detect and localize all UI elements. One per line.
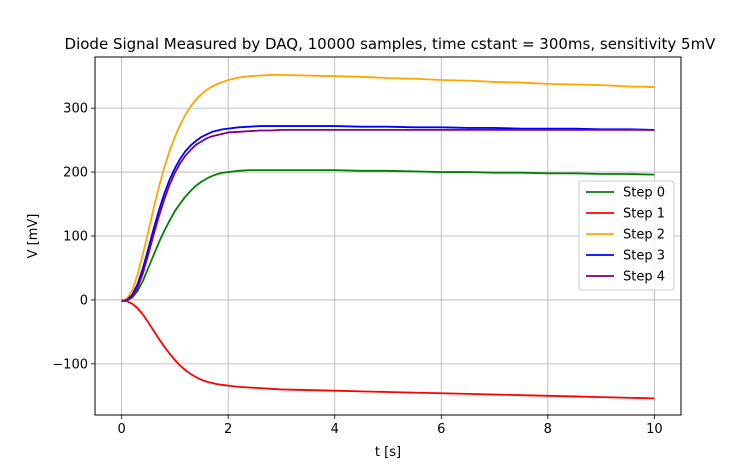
x-tick-label: 10 bbox=[646, 422, 663, 437]
x-tick-label: 2 bbox=[224, 422, 232, 437]
axis-ticks: 0 2 4 6 8 10 −100 0 100 200 300 bbox=[52, 102, 662, 437]
y-tick-label: 0 bbox=[80, 293, 88, 308]
plot-series bbox=[121, 74, 655, 400]
x-tick-label: 6 bbox=[437, 422, 445, 437]
series-line-step-0 bbox=[121, 169, 655, 303]
y-axis-label: V [mV] bbox=[26, 214, 41, 259]
x-axis-label: t [s] bbox=[375, 445, 401, 460]
legend-label: Step 3 bbox=[623, 249, 665, 264]
y-tick-label: −100 bbox=[52, 357, 88, 372]
legend-label: Step 0 bbox=[623, 186, 665, 201]
x-tick-label: 0 bbox=[117, 422, 125, 437]
chart-title: Diode Signal Measured by DAQ, 10000 samp… bbox=[65, 35, 717, 53]
y-tick-label: 200 bbox=[63, 166, 88, 181]
legend-label: Step 1 bbox=[623, 207, 665, 222]
legend-box bbox=[578, 180, 675, 291]
series-line-step-1 bbox=[121, 299, 655, 400]
series-line-step-2 bbox=[121, 74, 655, 303]
y-tick-label: 100 bbox=[63, 230, 88, 245]
series-line-step-3 bbox=[121, 125, 655, 303]
legend-label: Step 4 bbox=[623, 270, 665, 285]
x-tick-label: 8 bbox=[544, 422, 552, 437]
x-tick-label: 4 bbox=[331, 422, 339, 437]
legend: Step 0 Step 1 Step 2 Step 3 Step 4 bbox=[578, 180, 675, 291]
legend-label: Step 2 bbox=[623, 228, 665, 243]
series-line-step-4 bbox=[121, 128, 655, 303]
y-tick-label: 300 bbox=[63, 102, 88, 117]
